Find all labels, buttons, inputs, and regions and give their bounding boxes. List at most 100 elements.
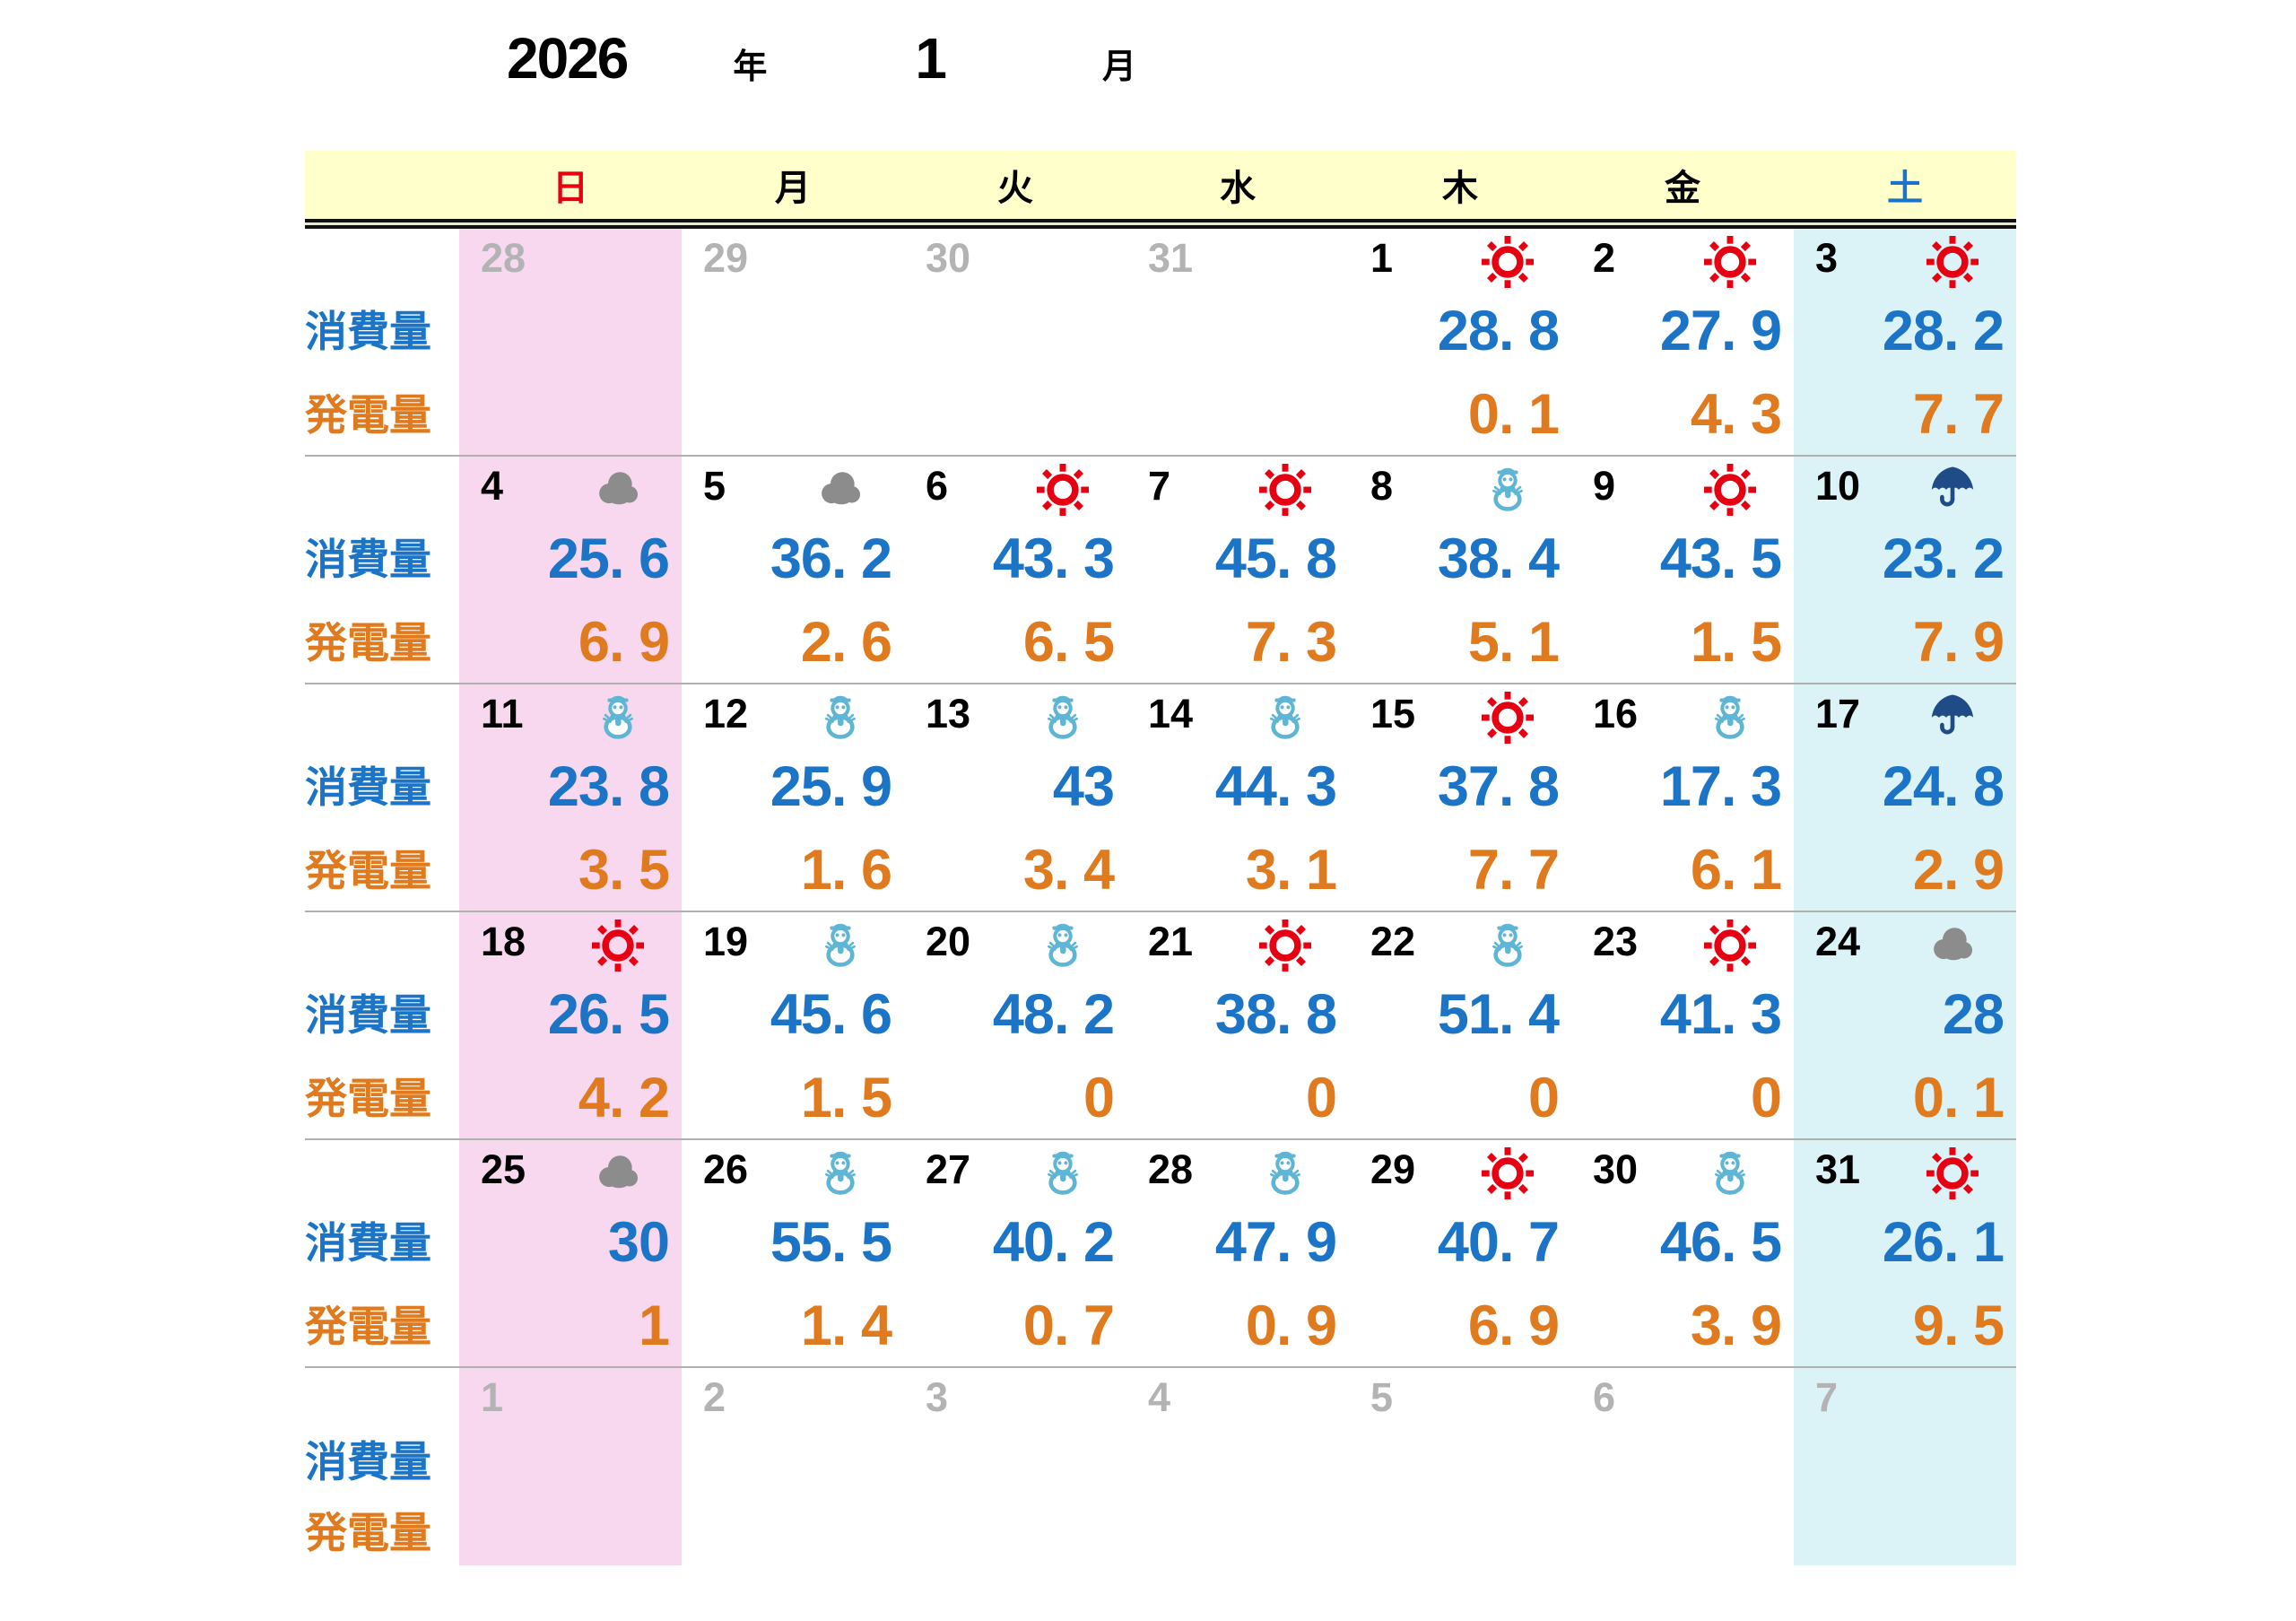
day-cell: 25 — [459, 1140, 682, 1199]
consumption-value: 48. 2 — [992, 982, 1115, 1046]
day-cell: 19 — [682, 912, 904, 972]
snowman-icon — [814, 1147, 866, 1199]
day-cell: 2 — [682, 1368, 904, 1424]
day-number: 28 — [1148, 1146, 1194, 1192]
snowman-icon — [1704, 1147, 1756, 1199]
consumption-label: 消費量 — [305, 1437, 431, 1486]
generation-label: 発電量 — [305, 846, 431, 894]
day-cell: 27 — [904, 1140, 1126, 1199]
consumption-value: 37. 8 — [1437, 754, 1560, 818]
consumption-label: 消費量 — [305, 990, 431, 1039]
snowman-icon — [1482, 919, 1534, 972]
calendar-grid: 日月火水木金土 28 29 30 31 1 2 3 消費量 28. 8 27. 9 28. 2 発電量… — [305, 151, 2016, 1565]
sun-icon — [1482, 1147, 1534, 1199]
snowman-icon — [1037, 919, 1089, 972]
day-cell: 1 — [1349, 229, 1571, 288]
generation-value: 1. 6 — [800, 838, 892, 902]
consumption-value: 17. 3 — [1659, 754, 1782, 818]
sun-icon — [1037, 464, 1089, 516]
day-cell: 28 — [1126, 1140, 1349, 1199]
generation-value: 6. 9 — [578, 610, 670, 674]
day-number: 7 — [1148, 463, 1171, 509]
consumption-value: 27. 9 — [1659, 299, 1782, 362]
consumption-value: 38. 4 — [1437, 527, 1560, 590]
consumption-value: 28. 8 — [1437, 299, 1560, 362]
title-month-label: 月 — [1101, 48, 1136, 86]
day-number: 16 — [1593, 691, 1639, 736]
weekday-label: 水 — [1220, 169, 1256, 208]
day-row-spacer — [305, 1140, 459, 1199]
sun-icon — [1704, 236, 1756, 288]
consumption-value: 47. 9 — [1214, 1210, 1337, 1274]
day-cell: 4 — [459, 457, 682, 516]
sun-icon — [1482, 692, 1534, 744]
consumption-value: 36. 2 — [770, 527, 892, 590]
weekday-label: 木 — [1442, 169, 1478, 208]
sun-icon — [1259, 464, 1311, 516]
day-cell: 6 — [904, 457, 1126, 516]
day-number: 19 — [703, 919, 749, 964]
cloud-icon — [1926, 919, 1979, 972]
day-number: 31 — [1815, 1146, 1861, 1192]
day-number: 29 — [1370, 1146, 1416, 1192]
generation-value: 0 — [1305, 1066, 1337, 1129]
consumption-label: 消費量 — [305, 307, 431, 355]
day-cell: 16 — [1571, 684, 1794, 744]
consumption-value: 23. 2 — [1882, 527, 2005, 590]
consumption-value: 43 — [1052, 754, 1115, 818]
generation-value: 0 — [1750, 1066, 1782, 1129]
consumption-value: 55. 5 — [770, 1210, 892, 1274]
day-number: 2 — [703, 1374, 726, 1420]
day-number: 5 — [1370, 1374, 1394, 1420]
consumption-value: 45. 8 — [1214, 527, 1337, 590]
day-cell: 10 — [1794, 457, 2016, 516]
day-cell: 31 — [1794, 1140, 2016, 1199]
sun-icon — [1259, 919, 1311, 972]
day-cell: 29 — [682, 229, 904, 288]
day-cell: 15 — [1349, 684, 1571, 744]
day-row-spacer — [305, 684, 459, 744]
day-number: 11 — [481, 691, 524, 736]
generation-value: 0. 1 — [1467, 382, 1560, 446]
day-number: 18 — [481, 919, 526, 964]
day-number: 17 — [1815, 691, 1861, 736]
generation-value: 7. 7 — [1912, 382, 2005, 446]
sun-icon — [1482, 236, 1534, 288]
umbrella-icon — [1926, 692, 1979, 744]
day-number: 2 — [1593, 235, 1616, 281]
consumption-value: 30 — [607, 1210, 670, 1274]
consumption-value: 46. 5 — [1659, 1210, 1782, 1274]
consumption-value: 28 — [1942, 982, 2005, 1046]
sun-icon — [1926, 236, 1979, 288]
day-cell: 29 — [1349, 1140, 1571, 1199]
consumption-value: 23. 8 — [547, 754, 670, 818]
sun-icon — [1704, 464, 1756, 516]
day-cell: 18 — [459, 912, 682, 972]
generation-value: 0. 9 — [1245, 1294, 1337, 1357]
generation-label: 発電量 — [305, 618, 431, 667]
day-number: 6 — [926, 463, 949, 509]
week-row: 1 2 3 4 5 6 7 消費量 発電量 — [305, 1368, 2016, 1565]
day-cell: 30 — [1571, 1140, 1794, 1199]
day-cell: 3 — [904, 1368, 1126, 1424]
day-number: 28 — [481, 235, 526, 281]
day-cell: 9 — [1571, 457, 1794, 516]
consumption-label: 消費量 — [305, 1218, 431, 1267]
day-number: 4 — [481, 463, 504, 509]
consumption-label: 消費量 — [305, 535, 431, 583]
generation-value: 9. 5 — [1912, 1294, 2005, 1357]
day-cell: 14 — [1126, 684, 1349, 744]
consumption-value: 40. 2 — [992, 1210, 1115, 1274]
day-number: 30 — [926, 235, 971, 281]
weekday-label: 火 — [997, 169, 1033, 208]
day-number: 9 — [1593, 463, 1616, 509]
sun-icon — [592, 919, 644, 972]
day-number: 3 — [1815, 235, 1839, 281]
day-number: 25 — [481, 1146, 526, 1192]
day-cell: 1 — [459, 1368, 682, 1424]
consumption-value: 43. 3 — [992, 527, 1115, 590]
generation-value: 1. 4 — [800, 1294, 892, 1357]
day-cell: 13 — [904, 684, 1126, 744]
day-cell: 3 — [1794, 229, 2016, 288]
generation-value: 7. 7 — [1467, 838, 1560, 902]
